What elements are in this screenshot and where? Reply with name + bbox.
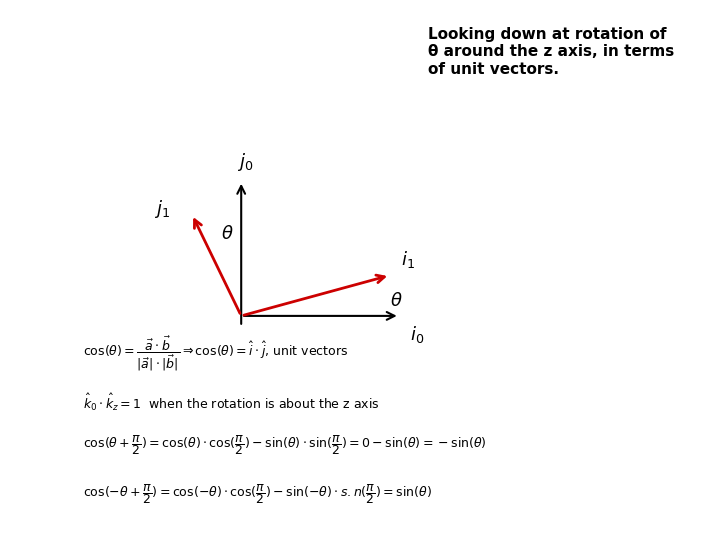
Text: $\cos(-\theta + \dfrac{\pi}{2}) = \cos(-\theta)\cdot\cos(\dfrac{\pi}{2}) - \sin(: $\cos(-\theta + \dfrac{\pi}{2}) = \cos(-… <box>83 482 431 506</box>
Text: $\cos(\theta) = \dfrac{\vec{a}\cdot\vec{b}}{|\vec{a}|\cdot|\vec{b}|} \Rightarrow: $\cos(\theta) = \dfrac{\vec{a}\cdot\vec{… <box>83 334 348 373</box>
Text: $\cos(\theta + \dfrac{\pi}{2}) = \cos(\theta)\cdot\cos(\dfrac{\pi}{2}) - \sin(\t: $\cos(\theta + \dfrac{\pi}{2}) = \cos(\t… <box>83 434 487 457</box>
Text: $\theta$: $\theta$ <box>390 293 403 310</box>
Text: $i_1$: $i_1$ <box>401 249 415 270</box>
Text: Looking down at rotation of
θ around the z axis, in terms
of unit vectors.: Looking down at rotation of θ around the… <box>428 27 675 77</box>
Text: $j_0$: $j_0$ <box>237 151 253 173</box>
Text: $\theta$: $\theta$ <box>221 225 233 243</box>
Text: $i_0$: $i_0$ <box>410 325 425 345</box>
Text: $j_1$: $j_1$ <box>155 198 171 220</box>
Text: $\hat{k}_0\cdot\hat{k}_z = 1$  when the rotation is about the z axis: $\hat{k}_0\cdot\hat{k}_z = 1$ when the r… <box>83 392 379 413</box>
